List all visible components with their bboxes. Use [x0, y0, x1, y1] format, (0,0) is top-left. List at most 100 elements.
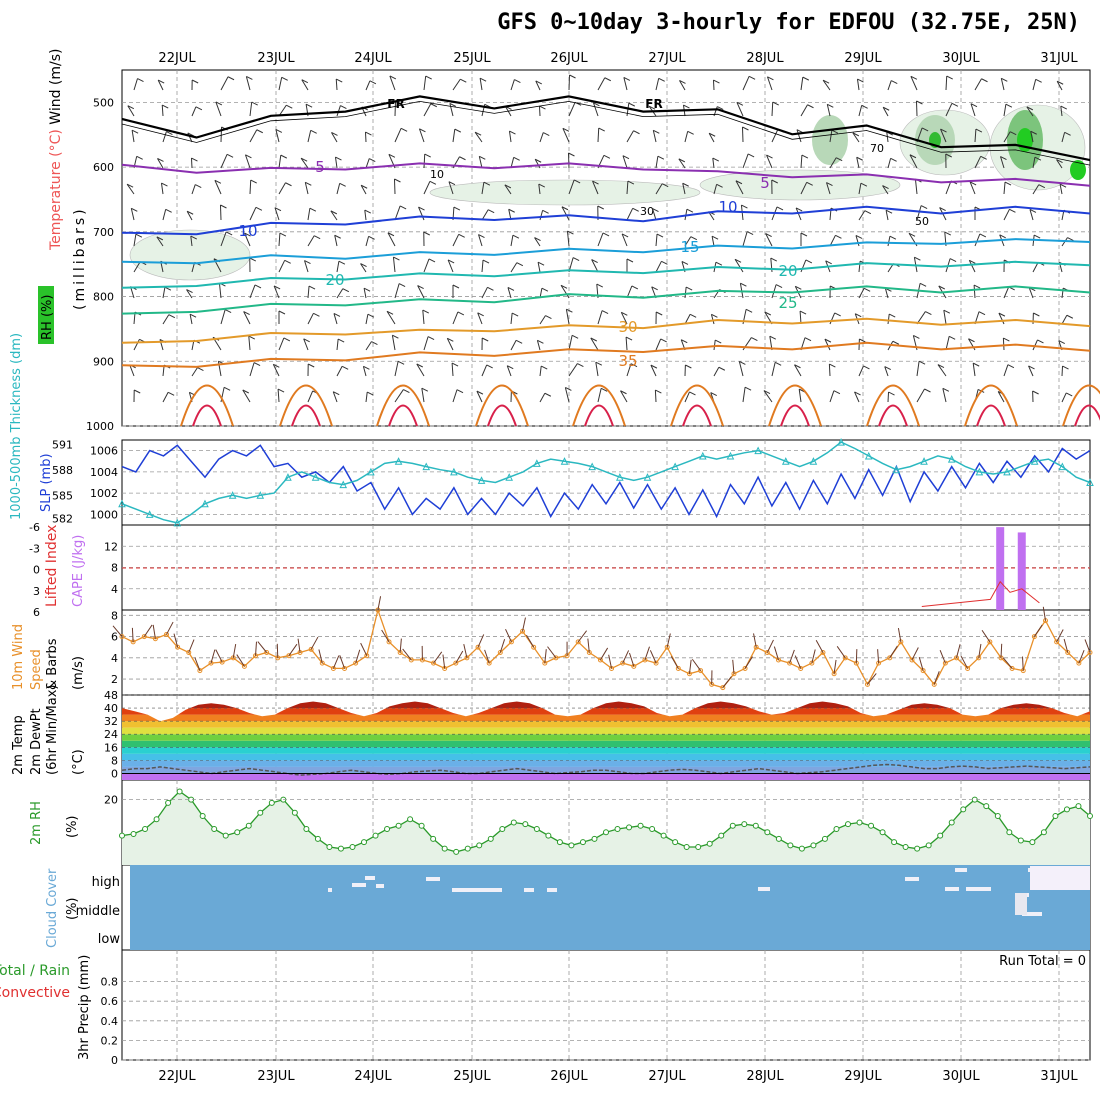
wind-barb-flag [1033, 312, 1040, 317]
wind-barb [476, 390, 483, 403]
wind-barb [736, 102, 744, 117]
wind-barb [1003, 131, 1011, 143]
wind-barb-flag [448, 181, 456, 186]
rh-marker [845, 821, 851, 828]
wind-barb [1032, 79, 1037, 91]
wind-barb-flag [660, 338, 667, 343]
wind-speed-marker [920, 668, 926, 674]
wind-barb-flag [736, 101, 744, 106]
rh-marker [533, 826, 540, 833]
wind-barb-flag [281, 76, 288, 81]
wind-barb-flag [807, 104, 814, 109]
rh-shade-max [1070, 160, 1086, 180]
wind-barb-flag [246, 76, 253, 80]
temp-band [122, 721, 1090, 728]
wind-barb-flag [714, 339, 722, 344]
warm-isotherm-loop [670, 384, 724, 427]
wind-barb [1032, 184, 1040, 195]
wind-barb [1003, 209, 1010, 221]
wind-barb-flag [745, 308, 753, 313]
rh-marker [706, 840, 713, 847]
wind-barb-flag [914, 256, 921, 261]
wind-speed-marker [887, 655, 893, 661]
wind-barb [771, 362, 776, 377]
rh-marker [672, 839, 679, 846]
rh-contour-label: 70 [870, 142, 884, 155]
wind-barb [1059, 184, 1063, 195]
wind-barb [735, 180, 744, 195]
wind-speed-marker [1065, 650, 1071, 655]
wind-barb [568, 102, 576, 117]
wind-barb [590, 337, 599, 351]
wind-barb [824, 338, 831, 351]
surface-wind-barb [722, 676, 732, 688]
li-line [921, 580, 1040, 607]
rh-marker [718, 832, 725, 839]
wind-barb-flag [368, 235, 375, 240]
wind-barb-flag [751, 337, 758, 342]
wind-speed-marker [186, 650, 192, 655]
rh-tick: 20 [104, 794, 118, 807]
wind-barb [945, 103, 953, 117]
wind-barb-flag [534, 158, 542, 163]
thickness-tick: 585 [52, 489, 73, 502]
surface-wind-barb [688, 659, 692, 674]
wind-barb [742, 76, 750, 91]
wind-barb-flag [1032, 390, 1039, 395]
thickness-marker [450, 467, 458, 476]
wind-barb [765, 233, 773, 247]
wind-barb [829, 157, 837, 169]
wind-barb-flag [855, 313, 862, 318]
wind-barb [300, 157, 309, 169]
surface-wind-barb [794, 655, 802, 669]
wind-barb-flag [944, 231, 952, 236]
wind-barb [684, 236, 692, 247]
surface-wind-barb [644, 646, 650, 661]
wind-barb [510, 235, 514, 247]
wind-barb-flag [968, 338, 975, 343]
wind-barb [156, 236, 164, 247]
rh-shade [429, 179, 701, 206]
wind-barb-flag [308, 285, 316, 290]
wind-barb-flag [1029, 208, 1037, 213]
wind-barb [190, 157, 193, 169]
wind-barb [539, 393, 546, 403]
wind-barb-flag [453, 206, 461, 211]
wind-barb-flag [600, 387, 608, 392]
wind-barb-flag [925, 311, 932, 316]
wind-barb-flag [166, 131, 173, 135]
wind-barb-flag [924, 388, 931, 393]
wind-barb-flag [458, 233, 465, 238]
warm-isotherm-loop [180, 384, 234, 427]
precip-tick: 0 [111, 1054, 118, 1067]
wind-barb-flag [626, 258, 634, 263]
wind-speed-marker [1076, 660, 1082, 666]
wind-barb-flag [516, 262, 524, 267]
cloud-patch [376, 884, 384, 888]
wind-barb [887, 80, 892, 91]
wind-barb [393, 178, 396, 195]
wind-barb [708, 133, 715, 143]
wind-barb [360, 185, 367, 195]
wind-barb-flag [511, 312, 519, 317]
wind-barb [423, 258, 430, 273]
wind-barb-flag [215, 101, 223, 106]
wind-barb [566, 231, 570, 247]
wind-barb-flag [1004, 181, 1012, 186]
wind-barb-flag [243, 311, 250, 315]
wind-barb [304, 260, 309, 273]
wind-barb-flag [339, 182, 346, 187]
wind-barb-flag [363, 287, 371, 292]
wind-barb [592, 102, 599, 117]
wind-speed-marker [386, 639, 392, 645]
wind-barb-flag [416, 363, 424, 368]
rh-marker [1075, 803, 1082, 810]
wind-barb-flag [478, 234, 485, 238]
wind-barb [973, 284, 976, 299]
wind-barb [916, 205, 922, 221]
wind-barb-flag [1026, 106, 1034, 111]
wind-barb-flag [136, 155, 143, 160]
wind-barb [1061, 365, 1064, 377]
temp-band [122, 740, 1090, 748]
wind-barb [244, 154, 251, 169]
